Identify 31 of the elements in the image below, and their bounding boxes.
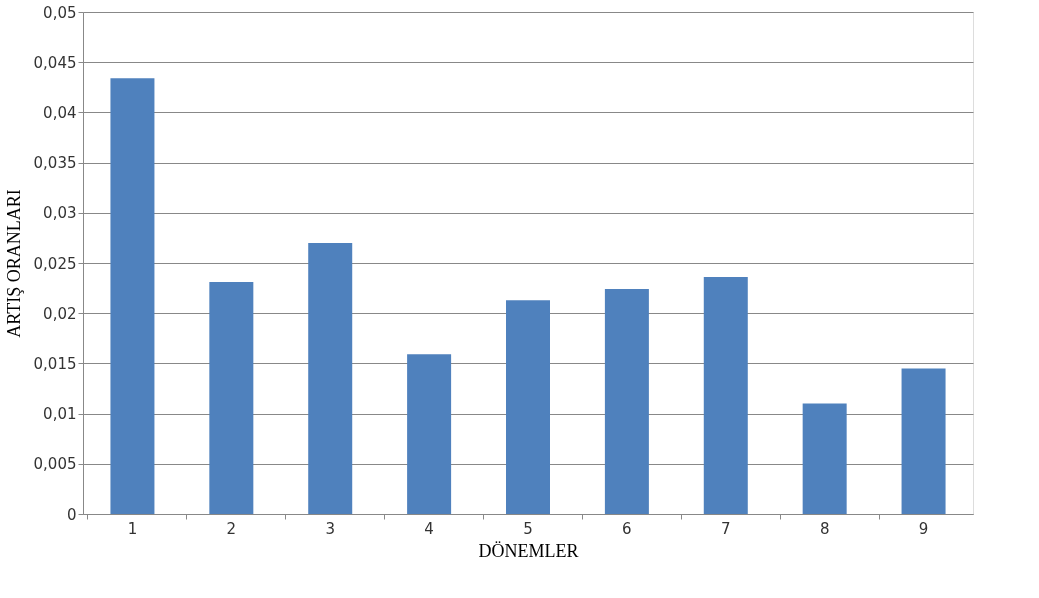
y-axis-title: ARTIŞ ORANLARI: [3, 189, 24, 338]
x-tick-label: 1: [127, 519, 138, 538]
x-tick-label: 7: [721, 519, 731, 538]
y-tick-label: 0,02: [43, 304, 77, 323]
x-tick-label: 4: [424, 519, 434, 538]
bar: [604, 289, 649, 514]
y-tick-label: 0,025: [33, 254, 77, 273]
y-tick-label: 0,015: [33, 354, 77, 373]
bar: [506, 300, 550, 514]
y-tick-label: 0,035: [33, 154, 77, 173]
x-tick-label: 3: [325, 519, 335, 538]
x-tick-label: 5: [523, 519, 533, 538]
y-tick-label: 0,04: [43, 103, 77, 122]
bar: [802, 403, 847, 514]
bar: [407, 354, 452, 514]
y-tick-label: 0,05: [43, 3, 77, 22]
x-axis-title: DÖNEMLER: [478, 540, 579, 561]
y-tick-label: 0,03: [43, 204, 77, 223]
y-tick-label: 0: [66, 505, 77, 524]
y-tick-label: 0,005: [33, 455, 77, 474]
x-tick-label: 6: [622, 519, 632, 538]
bar: [901, 368, 946, 514]
y-tick-label: 0,01: [43, 405, 77, 424]
bar: [110, 78, 155, 514]
x-tick-label: 2: [226, 519, 237, 538]
bar: [703, 277, 748, 514]
y-tick-label: 0,045: [33, 53, 77, 72]
bar: [209, 282, 254, 514]
x-tick-label: 8: [819, 519, 830, 538]
x-tick-label: 9: [918, 519, 929, 538]
bar: [308, 242, 353, 514]
